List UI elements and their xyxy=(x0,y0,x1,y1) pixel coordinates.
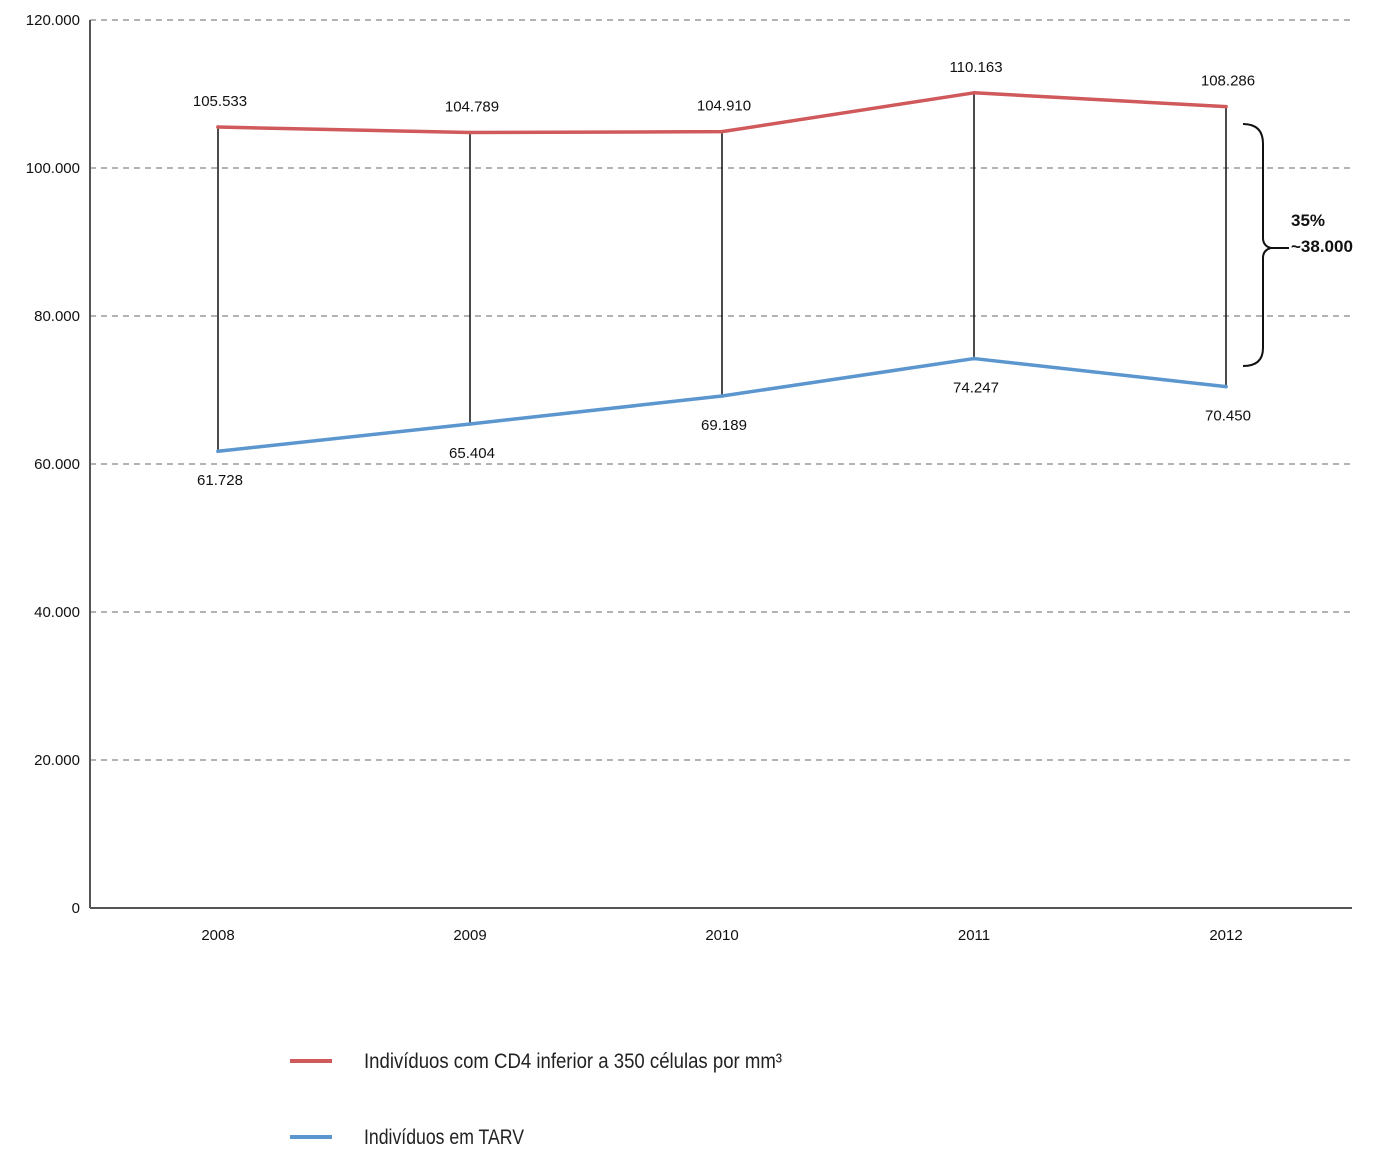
data-point-cd4 xyxy=(720,129,724,134)
data-label-tarv: 61.728 xyxy=(197,472,243,489)
data-point-tarv xyxy=(1224,384,1228,389)
y-tick-label: 80.000 xyxy=(34,308,80,325)
data-labels: 105.533 104.789 104.910 110.163 108.286 61.72… xyxy=(193,59,1255,489)
x-tick-label: 2011 xyxy=(958,927,990,944)
legend: Indivíduos com CD4 inferior a 350 célula… xyxy=(290,1050,782,1149)
data-label-tarv: 65.404 xyxy=(449,445,495,462)
data-point-cd4 xyxy=(216,125,220,129)
x-tick-label: 2010 xyxy=(705,927,738,944)
gridlines xyxy=(90,19,1352,761)
x-tick-label: 2012 xyxy=(1209,927,1242,944)
data-label-cd4: 104.789 xyxy=(445,99,499,116)
data-point-cd4 xyxy=(972,90,976,95)
y-tick-label: 0 xyxy=(72,900,80,917)
data-point-tarv xyxy=(216,449,220,454)
data-point-tarv xyxy=(720,394,724,398)
connector-lines xyxy=(217,92,1227,452)
y-tick-label: 60.000 xyxy=(34,456,80,473)
gap-brace xyxy=(1242,123,1272,367)
data-point-tarv xyxy=(972,356,976,361)
gap-annotation: 35% ~38.000 xyxy=(1242,123,1353,367)
y-tick-label: 40.000 xyxy=(34,604,80,621)
data-point-cd4 xyxy=(468,130,472,135)
data-label-tarv: 70.450 xyxy=(1205,408,1251,425)
data-point-tarv xyxy=(468,422,472,426)
y-tick-labels: 0 20.000 40.000 60.000 80.000 100.000 120.000 xyxy=(26,12,80,917)
y-tick-label: 120.000 xyxy=(26,12,80,29)
x-tick-label: 2008 xyxy=(201,927,234,944)
gap-percent-label: 35% xyxy=(1291,211,1325,230)
axes xyxy=(89,20,1352,909)
data-label-tarv: 69.189 xyxy=(701,417,747,434)
gap-value-label: ~38.000 xyxy=(1291,237,1353,256)
x-tick-labels: 2008 2009 2010 2011 2012 xyxy=(201,927,1242,944)
data-label-cd4: 108.286 xyxy=(1201,73,1255,90)
series-lines xyxy=(216,90,1228,454)
data-label-tarv: 74.247 xyxy=(953,380,999,397)
data-point-cd4 xyxy=(1224,104,1228,109)
data-label-cd4: 105.533 xyxy=(193,93,247,110)
x-tick-label: 2009 xyxy=(453,927,486,944)
data-label-cd4: 104.910 xyxy=(697,98,751,115)
legend-item-cd4: Indivíduos com CD4 inferior a 350 célula… xyxy=(290,1050,782,1073)
data-label-cd4: 110.163 xyxy=(949,59,1002,76)
y-tick-label: 100.000 xyxy=(26,160,80,177)
legend-label-tarv: Indivíduos em TARV xyxy=(364,1126,524,1149)
legend-label-cd4: Indivíduos com CD4 inferior a 350 célula… xyxy=(364,1050,782,1073)
y-tick-label: 20.000 xyxy=(34,752,80,769)
legend-item-tarv: Indivíduos em TARV xyxy=(290,1126,524,1149)
